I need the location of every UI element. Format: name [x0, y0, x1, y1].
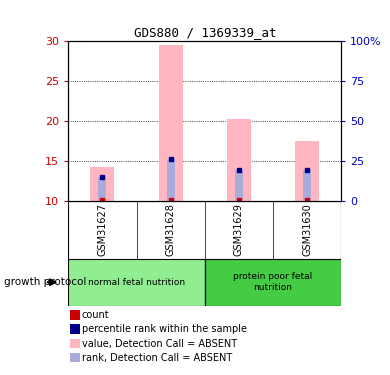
Text: GSM31628: GSM31628	[166, 203, 176, 256]
Bar	[159, 45, 183, 201]
Text: GSM31629: GSM31629	[234, 203, 244, 256]
Text: GSM31627: GSM31627	[98, 203, 107, 256]
Bar	[227, 118, 251, 201]
Text: count: count	[82, 310, 110, 320]
Text: protein poor fetal
nutrition: protein poor fetal nutrition	[233, 273, 313, 292]
Bar	[167, 159, 175, 201]
Text: normal fetal nutrition: normal fetal nutrition	[88, 278, 185, 286]
Bar	[303, 170, 311, 201]
Text: percentile rank within the sample: percentile rank within the sample	[82, 324, 247, 334]
Bar	[90, 167, 114, 201]
Bar	[68, 259, 205, 306]
Bar	[98, 177, 106, 201]
Text: growth protocol: growth protocol	[4, 277, 86, 287]
Bar	[295, 141, 319, 201]
Text: value, Detection Call = ABSENT: value, Detection Call = ABSENT	[82, 339, 237, 348]
Bar	[205, 259, 341, 306]
Bar	[235, 170, 243, 201]
Title: GDS880 / 1369339_at: GDS880 / 1369339_at	[133, 26, 276, 39]
Text: GSM31630: GSM31630	[302, 203, 312, 256]
Text: rank, Detection Call = ABSENT: rank, Detection Call = ABSENT	[82, 353, 232, 363]
